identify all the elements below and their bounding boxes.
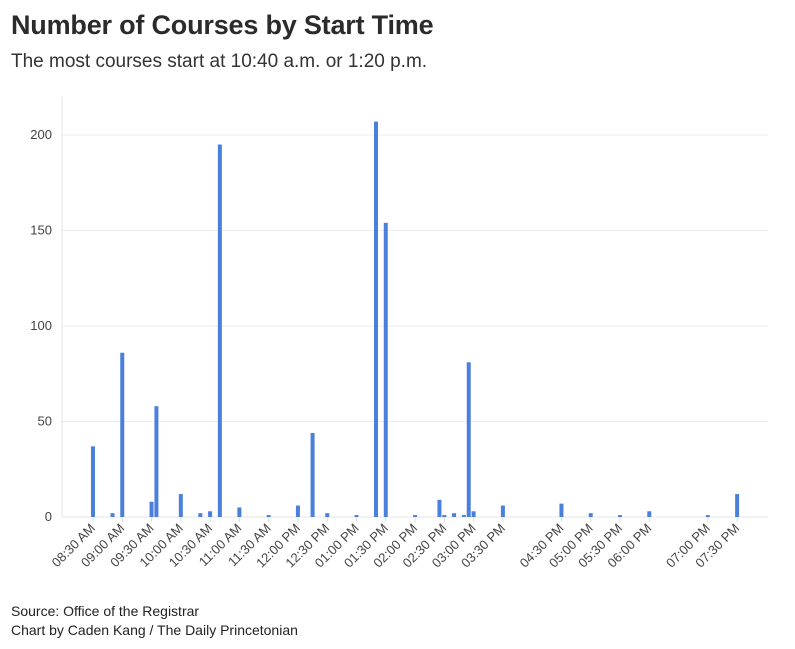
bar (178, 494, 183, 517)
bar (735, 494, 740, 517)
bar (461, 515, 466, 517)
bar (452, 513, 457, 517)
bar (383, 222, 388, 518)
bar (588, 513, 593, 517)
credit-note: Chart by Caden Kang / The Daily Princeto… (11, 622, 298, 638)
bar (705, 515, 710, 517)
footer: Source: Office of the Registrar Chart by… (11, 602, 298, 640)
bar (90, 446, 95, 517)
bar (647, 511, 652, 517)
bar (310, 432, 315, 517)
y-tick-label: 200 (30, 127, 52, 142)
bar (442, 515, 447, 517)
y-tick-label: 150 (30, 223, 52, 238)
bar (266, 515, 271, 517)
y-tick-label: 50 (38, 414, 52, 429)
bar (325, 513, 330, 517)
bar (354, 515, 359, 517)
chart-subtitle: The most courses start at 10:40 a.m. or … (11, 51, 428, 72)
bar (374, 121, 379, 517)
bar (208, 511, 213, 517)
bar (237, 507, 242, 517)
bar (295, 505, 300, 517)
bar (559, 503, 564, 517)
bar (466, 362, 471, 517)
bar (471, 511, 476, 517)
chart-title: Number of Courses by Start Time (11, 10, 434, 40)
bar (120, 352, 125, 517)
y-tick-label: 0 (45, 509, 52, 524)
bar (110, 513, 115, 517)
bar (413, 515, 418, 517)
bar (437, 499, 442, 517)
bar (217, 144, 222, 518)
source-note: Source: Office of the Registrar (11, 603, 200, 619)
y-tick-label: 100 (30, 318, 52, 333)
bar (154, 406, 159, 517)
bar (198, 513, 203, 517)
bar (618, 515, 623, 517)
bar (500, 505, 505, 517)
bar (149, 501, 154, 517)
